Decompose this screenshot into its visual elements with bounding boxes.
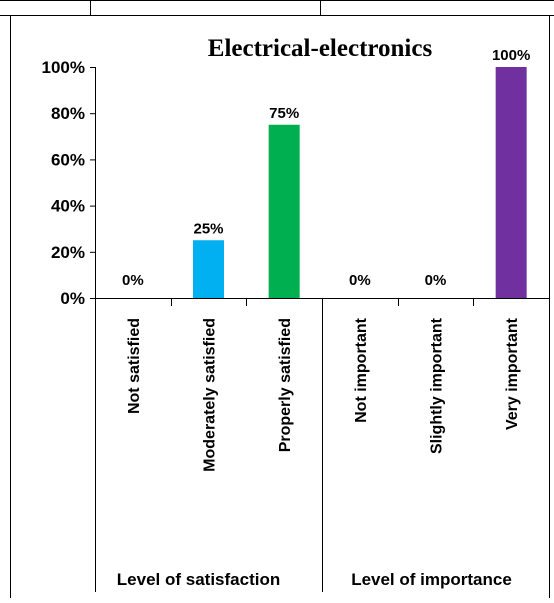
x-category-labels: Not satisfied Moderately satisfied Properl…	[126, 317, 521, 472]
data-label: 0%	[122, 272, 144, 289]
x-category-label: Not satisfied	[126, 318, 143, 414]
y-tick-label: 80%	[51, 104, 85, 123]
x-group-label: Level of satisfaction	[117, 570, 280, 589]
y-tick-label: 60%	[51, 150, 85, 169]
bar	[268, 124, 300, 298]
y-tick-label: 0%	[60, 289, 85, 308]
data-label: 25%	[193, 220, 223, 237]
x-group-label: Level of importance	[351, 570, 512, 589]
x-group-labels: Level of satisfaction Level of importance	[117, 570, 512, 589]
bar	[495, 67, 527, 298]
data-label: 0%	[349, 272, 371, 289]
bars	[193, 67, 527, 298]
y-tick-label: 100%	[42, 58, 85, 77]
data-labels: 0% 25% 75% 0% 0% 100%	[122, 47, 530, 289]
data-label: 75%	[269, 105, 299, 122]
x-category-label: Not important	[353, 317, 370, 423]
x-axis	[95, 298, 550, 592]
bar	[193, 240, 224, 298]
data-label: 100%	[492, 47, 530, 64]
x-category-label: Very important	[504, 317, 521, 430]
data-label: 0%	[425, 272, 447, 289]
x-category-label: Slightly important	[429, 317, 446, 454]
x-category-label: Properly satisfied	[277, 318, 294, 452]
chart-title: Electrical-electronics	[208, 35, 433, 62]
y-axis: 0% 20% 40% 60% 80% 100%	[42, 58, 96, 308]
y-tick-label: 40%	[51, 197, 85, 216]
y-tick-label: 20%	[51, 243, 85, 262]
x-category-label: Moderately satisfied	[202, 318, 219, 472]
